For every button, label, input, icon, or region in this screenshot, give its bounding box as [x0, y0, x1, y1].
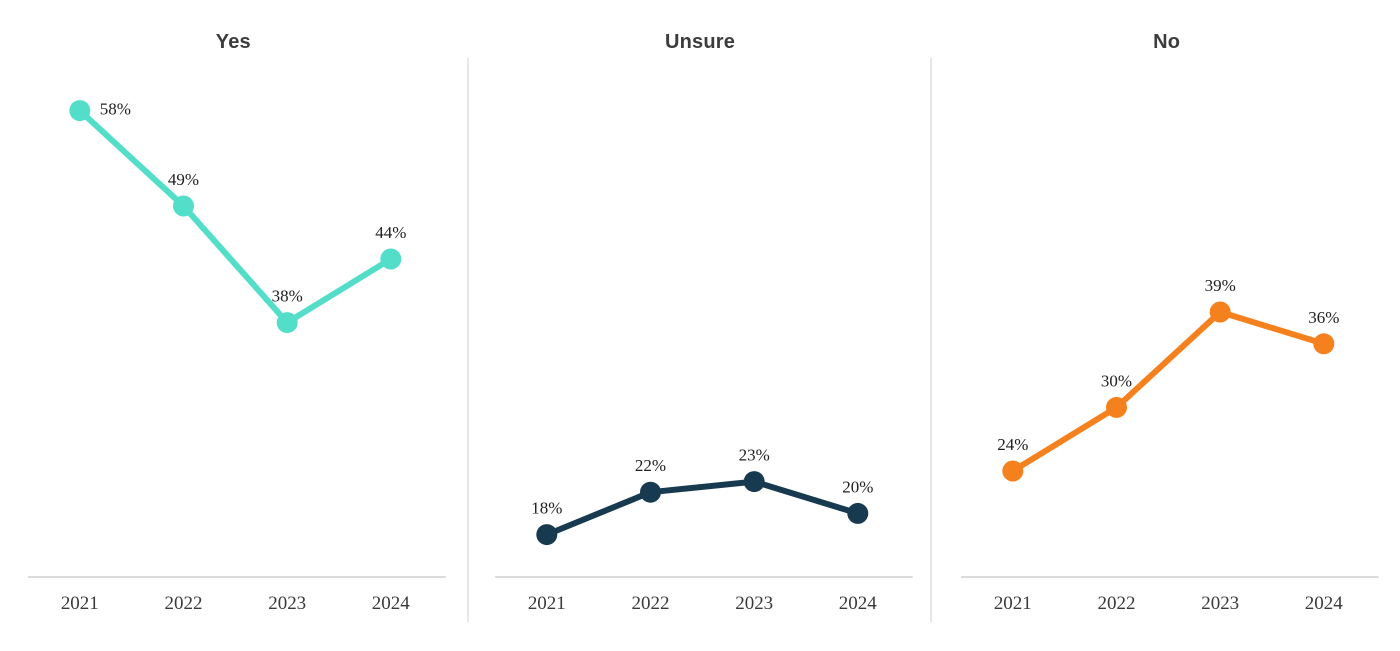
panel-no: No 24% 30% 39% 36% 2021 2022 2023 2024	[933, 0, 1400, 651]
year-tick-label: 2024	[372, 593, 410, 614]
series-line-unsure	[543, 478, 861, 538]
year-tick-label: 2021	[994, 593, 1032, 614]
year-tick-label: 2024	[838, 593, 876, 614]
year-tick-label: 2021	[527, 593, 565, 614]
value-label: 44%	[375, 223, 406, 242]
data-point-2022	[1106, 396, 1128, 418]
value-label: 36%	[1309, 308, 1340, 327]
data-point-2021	[1002, 460, 1024, 482]
year-tick-label: 2023	[735, 593, 773, 614]
value-label: 39%	[1205, 276, 1236, 295]
year-tick-label: 2024	[1305, 593, 1343, 614]
value-label: 58%	[100, 100, 131, 119]
value-label: 24%	[998, 435, 1029, 454]
year-tick-label: 2022	[165, 593, 203, 614]
data-point-2024	[380, 248, 402, 270]
data-point-2023	[743, 471, 765, 493]
panel-title-unsure: Unsure	[664, 31, 736, 53]
year-tick-label: 2021	[61, 593, 99, 614]
panel-separator	[467, 58, 469, 622]
year-tick-label: 2023	[1202, 593, 1240, 614]
data-point-2023	[1210, 301, 1232, 323]
panel-plot-yes: 58% 49% 38% 44% 2021 2022 2023 2024	[27, 100, 446, 614]
panel-unsure: Unsure 18% 22% 23% 20% 2021 2022 2023 2024	[467, 0, 934, 651]
value-label: 23%	[738, 446, 769, 465]
data-point-2022	[172, 195, 194, 217]
data-point-2022	[639, 481, 661, 503]
value-label: 49%	[168, 170, 199, 189]
data-point-2024	[846, 502, 868, 524]
series-line-no	[1010, 309, 1328, 474]
value-label: 38%	[272, 287, 303, 306]
panel-separator	[930, 58, 932, 622]
value-label: 22%	[635, 456, 666, 475]
panel-title-yes: Yes	[215, 31, 251, 53]
series-line-yes	[76, 107, 394, 326]
value-label: 20%	[842, 477, 873, 496]
data-point-2023	[276, 312, 298, 334]
value-label: 30%	[1101, 371, 1132, 390]
data-point-2024	[1313, 333, 1335, 355]
year-tick-label: 2022	[1098, 593, 1136, 614]
panel-title-no: No	[1153, 31, 1181, 53]
year-tick-label: 2023	[268, 593, 306, 614]
value-label: 18%	[531, 499, 562, 518]
year-tick-label: 2022	[631, 593, 669, 614]
data-point-2021	[69, 100, 91, 122]
panel-plot-no: 24% 30% 39% 36% 2021 2022 2023 2024	[961, 276, 1380, 614]
panel-yes: Yes 58% 49% 38% 44% 2021 2022 2023 2024	[0, 0, 467, 651]
data-point-2021	[535, 524, 557, 546]
panel-plot-unsure: 18% 22% 23% 20% 2021 2022 2023 2024	[494, 446, 913, 614]
